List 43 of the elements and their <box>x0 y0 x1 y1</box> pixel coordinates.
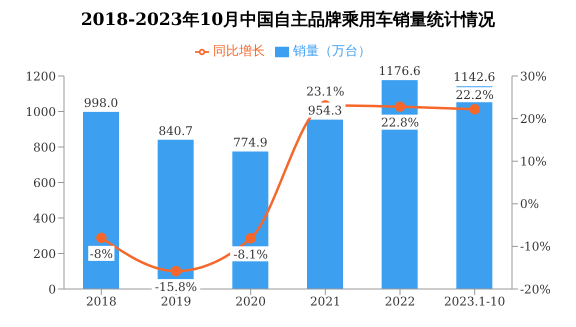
y2-tick-label: 20% <box>520 112 547 126</box>
y2-tick-label: -10% <box>520 240 551 254</box>
point <box>96 232 107 244</box>
y-tick-label: 200 <box>33 246 56 261</box>
x-tick-label: 2021 <box>310 294 341 309</box>
data-label: 774.9 <box>233 135 268 150</box>
data-label: 1176.6 <box>378 64 421 78</box>
point <box>170 266 182 276</box>
point <box>245 233 256 244</box>
bar <box>382 80 418 289</box>
data-label: 22.2% <box>456 88 494 102</box>
bar <box>307 120 343 289</box>
y-tick-label: 800 <box>33 140 56 154</box>
x-tick-label: 2018 <box>86 294 117 309</box>
chart-title: 2018-2023年10月中国自主品牌乘用车销量统计情况 <box>80 9 496 32</box>
x-tick-label: 2022 <box>384 294 416 309</box>
bar <box>456 86 492 289</box>
data-label: 1142.6 <box>453 70 496 84</box>
data-label: 22.8% <box>380 116 420 130</box>
point <box>469 104 480 114</box>
x-tick-label: 2023.1-10 <box>444 294 506 309</box>
data-label: -8% <box>90 246 113 261</box>
data-label: -15.8% <box>154 280 198 294</box>
y-tick-label: 400 <box>33 211 56 226</box>
legend-label: 同比增长 <box>213 44 265 59</box>
data-label: 998.0 <box>84 96 118 110</box>
legend-label: 销量（万台） <box>293 44 371 59</box>
data-label: 954.3 <box>308 104 342 118</box>
y-tick-label: 1000 <box>25 104 56 119</box>
y2-tick-label: 10% <box>520 154 547 168</box>
y2-tick-label: 0% <box>520 197 540 212</box>
y2-tick-label: -20% <box>520 282 551 296</box>
y-tick-label: 600 <box>33 176 56 190</box>
data-label: -8.1% <box>233 247 268 262</box>
x-tick-label: 2019 <box>160 294 192 309</box>
y-tick-label: 0 <box>48 282 56 296</box>
bar <box>83 112 119 289</box>
point <box>394 101 406 112</box>
data-label: 23.1% <box>306 84 344 98</box>
data-label: 840.7 <box>158 124 193 138</box>
y2-tick-label: 30% <box>520 69 547 84</box>
y-tick-label: 1200 <box>25 69 56 84</box>
x-tick-label: 2020 <box>235 294 266 309</box>
